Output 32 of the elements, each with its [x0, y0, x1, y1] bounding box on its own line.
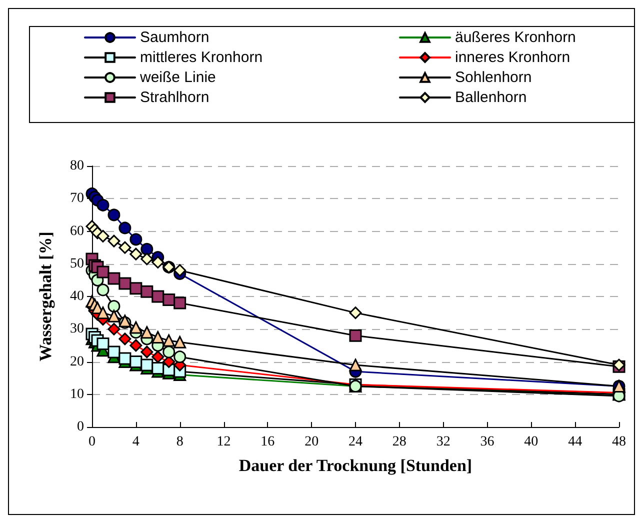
- x-tick-label: 0: [88, 434, 96, 450]
- legend-label: Strahlhorn: [140, 89, 210, 106]
- x-tick-label: 32: [436, 434, 450, 450]
- y-tick-label: 50: [70, 256, 84, 272]
- y-tick-label: 70: [70, 191, 84, 206]
- legend-label: Saumhorn: [140, 29, 210, 46]
- y-tick-label: 10: [70, 386, 84, 402]
- x-tick-label: 48: [612, 434, 626, 450]
- x-tick-label: 40: [524, 434, 538, 450]
- y-tick-label: 40: [70, 289, 84, 304]
- y-tick-label: 20: [70, 354, 84, 370]
- legend-label: mittleres Kronhorn: [140, 49, 263, 66]
- x-tick-label: 28: [392, 434, 406, 450]
- legend-label: inneres Kronhorn: [455, 49, 570, 66]
- y-tick-label: 30: [70, 322, 84, 337]
- y-tick-label: 0: [77, 420, 84, 434]
- y-tick-label: 80: [70, 158, 84, 174]
- x-tick-label: 24: [348, 434, 362, 450]
- y-axis-title: Wassergehalt [%]: [36, 232, 55, 362]
- x-tick-label: 36: [480, 434, 494, 450]
- legend-label: Ballenhorn: [455, 89, 527, 106]
- legend-label: äußeres Kronhorn: [455, 29, 576, 46]
- x-tick-label: 20: [304, 434, 319, 450]
- x-tick-label: 8: [176, 434, 184, 450]
- x-tick-label: 4: [132, 434, 140, 450]
- x-tick-label: 16: [260, 434, 275, 450]
- x-tick-label: 44: [568, 434, 582, 450]
- legend-label: Sohlenhorn: [455, 69, 532, 86]
- y-tick-label: 60: [70, 224, 84, 239]
- legend-label: weiße Linie: [139, 69, 216, 86]
- x-axis-title: Dauer der Trocknung [Stunden]: [238, 456, 472, 475]
- x-tick-label: 12: [216, 434, 231, 450]
